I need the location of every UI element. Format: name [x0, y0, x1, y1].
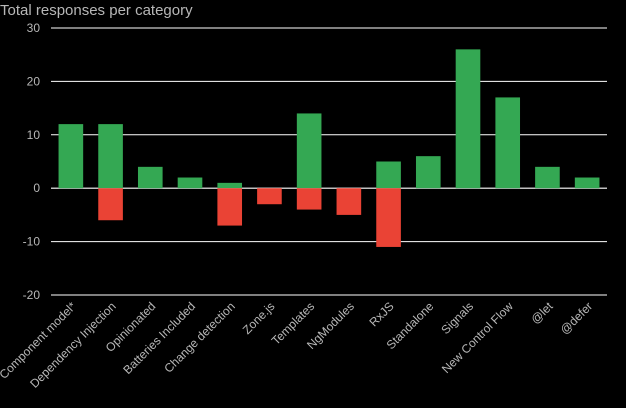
y-tick-label: 30 [27, 21, 41, 35]
bar-positive [217, 182, 243, 189]
bars [58, 49, 600, 247]
bar-negative [336, 188, 362, 215]
bar-positive [58, 124, 84, 189]
x-category-label: Change detection [161, 299, 237, 375]
bar-positive [495, 97, 521, 189]
x-category-label: RxJS [367, 299, 397, 329]
x-axis-category-labels: Component model*Dependency InjectionOpin… [0, 299, 595, 391]
x-category-label: Batteries Included [120, 299, 198, 377]
grid-lines [51, 27, 607, 296]
bar-negative [257, 188, 282, 205]
y-tick-label: 10 [27, 128, 41, 142]
bar-positive [415, 156, 441, 189]
chart-title: Total responses per category [0, 2, 193, 19]
y-axis-tick-labels: 30 20 10 0 -10 -20 [23, 21, 41, 302]
bar-positive [455, 49, 481, 189]
y-tick-label: 20 [27, 74, 41, 88]
x-category-label: @let [528, 299, 556, 327]
x-category-label: Signals [438, 299, 476, 337]
bar-positive [177, 177, 203, 189]
bar-negative [376, 188, 401, 247]
y-tick-label: -10 [23, 235, 41, 249]
x-category-label: Zone.js [240, 299, 278, 337]
bar-positive [137, 166, 163, 189]
bar-negative [296, 188, 322, 210]
bar-negative [98, 188, 123, 221]
y-tick-label: 0 [33, 181, 40, 195]
bar-positive [574, 177, 600, 189]
bar-positive [376, 161, 401, 189]
x-category-label: @defer [557, 299, 595, 337]
y-tick-label: -20 [23, 288, 41, 302]
bar-positive [535, 166, 560, 189]
bar-positive [98, 124, 123, 189]
bar-negative [217, 188, 243, 226]
bar-positive [296, 113, 322, 189]
x-category-label: New Control Flow [439, 299, 516, 376]
